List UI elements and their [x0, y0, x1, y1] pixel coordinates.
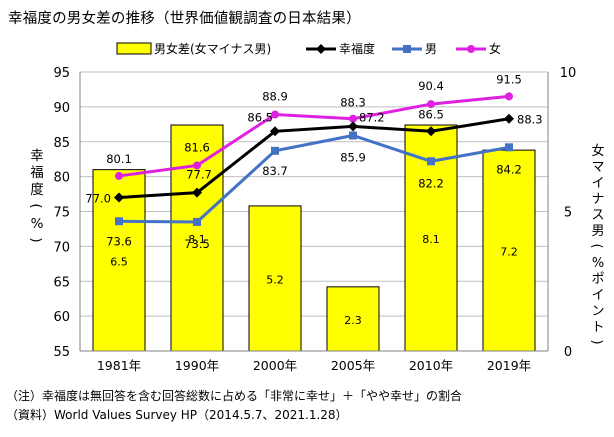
right-axis-title-char: イ: [591, 176, 604, 191]
legend-swatch-bar: [116, 42, 152, 55]
data-point: [505, 92, 513, 101]
legend-marker: [316, 44, 326, 54]
line-data-label: 87.2: [359, 110, 385, 124]
line-data-label: 77.0: [85, 192, 111, 206]
bar-data-label: 7.2: [500, 246, 518, 259]
line-data-label: 80.1: [106, 152, 132, 166]
x-tick-label: 2019年: [487, 358, 531, 373]
line-data-label: 73.6: [106, 234, 132, 248]
x-tick-label: 1981年: [97, 358, 141, 373]
legend-marker: [403, 45, 411, 53]
line-data-label: 88.3: [340, 96, 366, 110]
footnote: （注）幸福度は無回答を含む回答総数に占める「非常に幸せ」＋「やや幸せ」の割合: [6, 389, 463, 403]
data-point: [427, 157, 435, 166]
x-tick-label: 2000年: [253, 358, 297, 373]
bar-data-label: 8.1: [188, 233, 206, 246]
data-point: [114, 192, 124, 203]
source-note: （資料）World Values Survey HP（2014.5.7、2021…: [6, 408, 348, 422]
legend-label: 男女差(女マイナス男): [154, 41, 271, 56]
left-tick-label: 70: [53, 240, 70, 255]
series-line-male: [118, 133, 510, 224]
data-point: [271, 146, 279, 155]
bar-data-label: 6.5: [110, 255, 128, 268]
data-point: [348, 121, 358, 132]
right-tick-label: 10: [560, 66, 577, 81]
left-tick-label: 60: [53, 310, 70, 325]
right-axis-title-char: マ: [591, 160, 604, 175]
right-axis-title-char: ナ: [591, 192, 604, 207]
data-point: [270, 126, 280, 137]
data-point: [193, 161, 201, 170]
left-axis-title-char: 幸: [30, 148, 44, 164]
left-axis-title-char: %: [31, 216, 44, 232]
line-data-label: 90.4: [418, 79, 444, 93]
right-axis-title-char: ス: [591, 208, 604, 223]
left-tick-label: 85: [53, 136, 70, 151]
data-point: [349, 114, 357, 123]
right-axis-title-char: %: [592, 256, 604, 271]
series-line-happiness: [118, 117, 510, 200]
right-tick-label: 0: [564, 345, 572, 360]
data-point: [193, 217, 201, 226]
right-tick-label: 5: [564, 206, 572, 221]
right-axis-title-char: ト: [591, 320, 604, 335]
line-data-label: 86.5: [247, 110, 273, 124]
data-point: [115, 171, 123, 180]
bar: [326, 286, 380, 352]
left-axis-title-char: 度: [30, 182, 44, 198]
legend-label: 幸福度: [339, 41, 375, 56]
line-data-label: 85.9: [340, 150, 366, 164]
x-tick-label: 2010年: [409, 358, 453, 373]
data-point: [349, 131, 357, 140]
legend-label: 男: [425, 42, 437, 56]
line-data-label: 73.5: [184, 237, 210, 251]
bar: [248, 205, 302, 352]
data-point: [504, 113, 514, 124]
data-point: [115, 217, 123, 226]
line-data-label: 86.5: [418, 107, 444, 121]
chart-title: 幸福度の男女差の推移（世界価値観調査の日本結果）: [8, 11, 361, 27]
left-axis-title-char: (: [28, 203, 44, 208]
bar: [482, 149, 536, 352]
data-point: [426, 126, 436, 137]
left-tick-label: 95: [53, 66, 70, 81]
left-tick-label: 90: [53, 101, 70, 116]
right-axis-title-char: 男: [591, 224, 604, 239]
right-axis-title-char: 女: [591, 143, 604, 159]
line-data-label: 81.6: [184, 140, 210, 154]
line-data-label: 88.3: [517, 113, 543, 127]
x-tick-label: 1990年: [175, 358, 219, 373]
bar-data-label: 5.2: [266, 273, 284, 286]
left-tick-label: 55: [53, 345, 70, 360]
right-axis-title-char: ン: [591, 304, 604, 319]
left-tick-label: 75: [53, 206, 70, 221]
right-axis-title-char: ): [589, 339, 604, 344]
line-data-label: 82.2: [418, 176, 444, 190]
right-axis-title-char: イ: [591, 288, 604, 303]
line-data-label: 77.7: [186, 168, 212, 182]
data-point: [427, 100, 435, 109]
left-axis-title-char: ): [28, 237, 44, 242]
line-data-label: 91.5: [496, 72, 522, 86]
data-point: [192, 187, 202, 198]
legend-label: 女: [489, 41, 501, 56]
left-axis-title-char: 福: [30, 165, 44, 181]
x-tick-label: 2005年: [331, 358, 375, 373]
line-data-label: 88.9: [262, 90, 288, 104]
line-data-label: 83.7: [262, 164, 288, 178]
left-tick-label: 80: [53, 171, 70, 186]
series-line-female: [118, 94, 510, 178]
bar-data-label: 2.3: [344, 314, 362, 327]
legend-marker: [467, 45, 475, 53]
bar-data-label: 8.1: [422, 233, 440, 246]
right-axis-title-char: ポ: [591, 272, 604, 287]
data-point: [271, 110, 279, 119]
right-axis-title-char: (: [589, 243, 604, 248]
left-tick-label: 65: [53, 275, 70, 290]
line-data-label: 84.2: [496, 162, 522, 176]
data-point: [505, 143, 513, 152]
